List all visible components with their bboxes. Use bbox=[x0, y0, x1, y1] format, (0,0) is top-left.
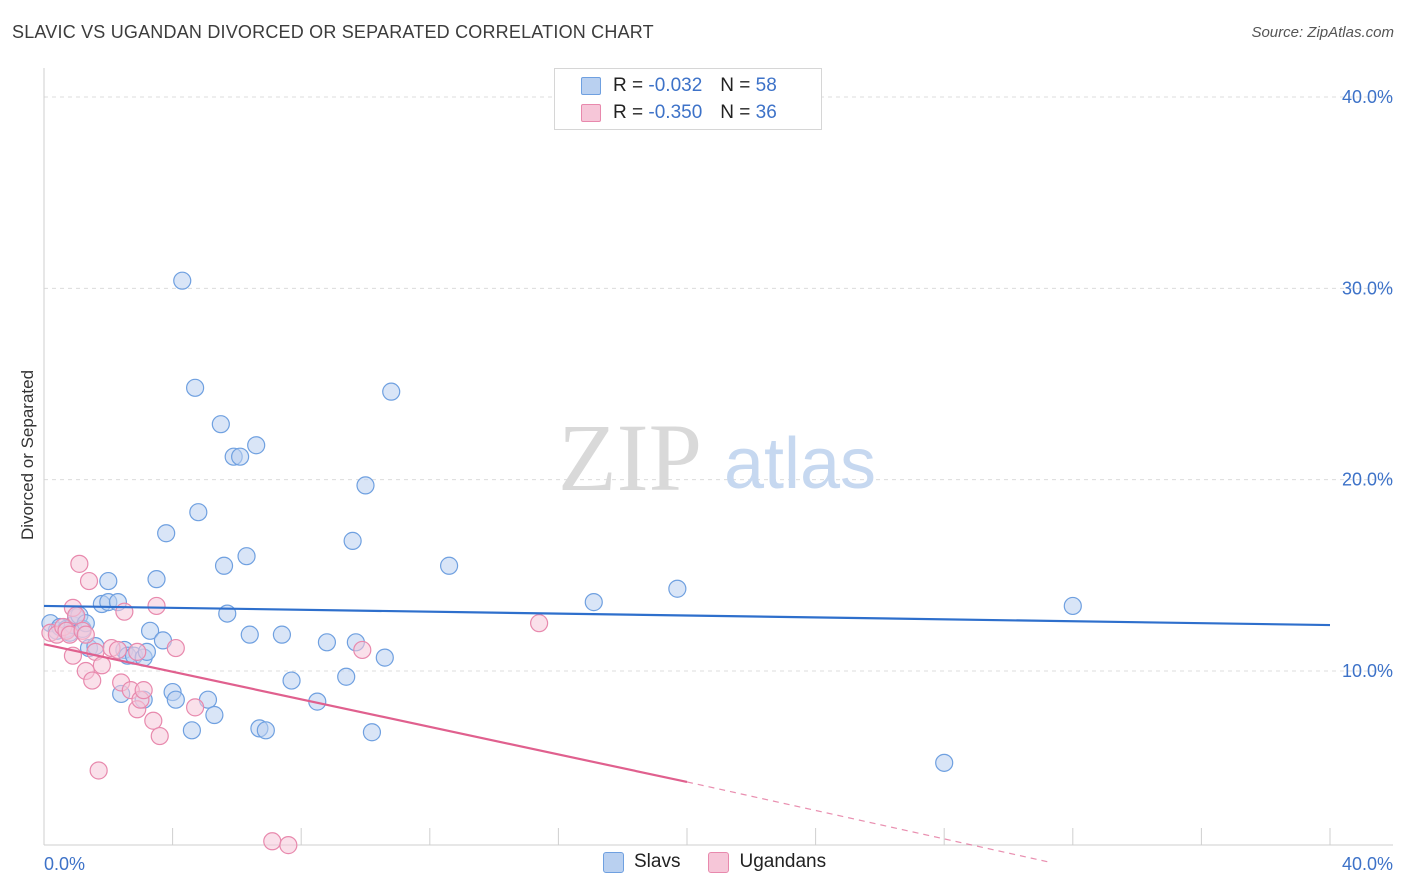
data-point-slavs bbox=[247, 436, 266, 455]
data-point-ugandans bbox=[128, 642, 147, 661]
y-tick-label-20: 20.0% bbox=[1342, 470, 1393, 490]
data-point-ugandans bbox=[79, 571, 99, 591]
y-tick-label-10: 10.0% bbox=[1342, 661, 1393, 681]
data-point-ugandans bbox=[530, 614, 549, 633]
data-point-slavs bbox=[214, 556, 234, 575]
legend-row-slavs: R = -0.032 N = 58 bbox=[581, 74, 777, 98]
data-point-slavs bbox=[282, 671, 301, 690]
data-point-slavs bbox=[140, 621, 160, 640]
legend-n-value-ugandans: 36 bbox=[755, 102, 777, 123]
legend-swatch-ugandans bbox=[581, 104, 601, 122]
correlation-legend: R = -0.032 N = 58 R = -0.350 N = 36 bbox=[554, 68, 822, 130]
data-point-slavs bbox=[272, 625, 292, 644]
y-tick-label-30: 30.0% bbox=[1342, 278, 1393, 298]
data-point-ugandans bbox=[263, 832, 282, 851]
data-point-ugandans bbox=[147, 596, 166, 616]
legend-row-ugandans: R = -0.350 N = 36 bbox=[581, 101, 777, 125]
watermark-zip: ZIP bbox=[558, 404, 702, 511]
legend-r-value-slavs: -0.032 bbox=[648, 75, 703, 96]
data-point-ugandans bbox=[89, 761, 108, 780]
trend-line-ugandans bbox=[43, 643, 688, 784]
legend-r-label: R = bbox=[613, 75, 644, 96]
data-point-slavs bbox=[935, 753, 954, 772]
data-point-ugandans bbox=[166, 638, 185, 658]
watermark-atlas: atlas bbox=[724, 424, 876, 504]
y-tick-label-40: 40.0% bbox=[1342, 87, 1393, 107]
x-tick-label-min: 0.0% bbox=[44, 854, 85, 874]
data-point-slavs bbox=[256, 721, 275, 740]
data-point-slavs bbox=[231, 447, 250, 466]
chart-title: SLAVIC VS UGANDAN DIVORCED OR SEPARATED … bbox=[12, 22, 654, 42]
data-point-slavs bbox=[356, 476, 375, 495]
data-point-slavs bbox=[668, 579, 687, 598]
legend-item-slavs[interactable]: Slavs bbox=[603, 851, 680, 873]
data-point-slavs bbox=[186, 378, 205, 397]
trend-line-slavs bbox=[43, 604, 1331, 627]
legend-n-label: N = bbox=[720, 75, 751, 96]
data-point-slavs bbox=[173, 271, 192, 290]
data-point-slavs bbox=[189, 503, 208, 522]
trend-line-dashed-ugandans bbox=[686, 781, 1051, 863]
data-point-ugandans bbox=[115, 602, 134, 621]
x-tick-labels: 0.0% 40.0% bbox=[44, 854, 1393, 874]
legend-swatch-slavs bbox=[581, 77, 601, 95]
data-point-ugandans bbox=[134, 681, 153, 700]
trend-lines bbox=[43, 604, 1331, 863]
legend-n-label: N = bbox=[720, 102, 751, 123]
data-point-ugandans bbox=[144, 711, 163, 730]
data-point-ugandans bbox=[186, 698, 205, 717]
x-tick-label-max: 40.0% bbox=[1342, 854, 1393, 874]
data-point-slavs bbox=[362, 723, 382, 742]
legend-item-ugandans[interactable]: Ugandans bbox=[708, 851, 826, 873]
data-point-slavs bbox=[382, 382, 401, 401]
data-point-ugandans bbox=[150, 726, 169, 746]
data-point-ugandans bbox=[279, 836, 298, 855]
legend-label-ugandans: Ugandans bbox=[739, 851, 827, 872]
data-point-slavs bbox=[147, 570, 166, 589]
legend-label-slavs: Slavs bbox=[634, 851, 681, 872]
data-point-ugandans bbox=[70, 554, 89, 573]
data-point-ugandans bbox=[83, 671, 102, 690]
data-point-slavs bbox=[584, 593, 603, 612]
data-point-slavs bbox=[439, 556, 459, 575]
data-point-slavs bbox=[240, 625, 259, 644]
data-point-slavs bbox=[205, 705, 224, 725]
legend-swatch-slavs bbox=[603, 851, 624, 873]
data-point-slavs bbox=[211, 415, 230, 434]
series-slavs bbox=[41, 271, 1082, 772]
data-point-ugandans bbox=[353, 640, 372, 660]
data-point-slavs bbox=[317, 633, 337, 652]
series-ugandans bbox=[41, 554, 549, 855]
data-point-slavs bbox=[337, 667, 356, 686]
data-point-ugandans bbox=[67, 606, 86, 625]
legend-r-value-ugandans: -0.350 bbox=[648, 102, 703, 123]
data-point-slavs bbox=[1063, 596, 1082, 616]
data-point-ugandans bbox=[76, 625, 95, 644]
source-label: Source: ZipAtlas.com bbox=[1251, 24, 1394, 41]
legend-r-label: R = bbox=[613, 102, 644, 123]
data-point-ugandans bbox=[92, 656, 111, 675]
data-point-slavs bbox=[375, 648, 394, 667]
y-tick-labels: 10.0% 20.0% 30.0% 40.0% bbox=[1342, 87, 1393, 681]
series-legend: Slavs Ugandans bbox=[603, 851, 854, 873]
legend-n-value-slavs: 58 bbox=[755, 75, 777, 96]
grid-lines bbox=[44, 96, 1393, 672]
data-point-slavs bbox=[182, 721, 201, 740]
data-point-ugandans bbox=[108, 640, 128, 660]
data-point-slavs bbox=[166, 690, 185, 709]
legend-swatch-ugandans bbox=[708, 851, 730, 873]
data-point-slavs bbox=[99, 571, 118, 591]
data-point-slavs bbox=[157, 524, 176, 543]
data-point-slavs bbox=[343, 531, 362, 550]
watermark: ZIP atlas bbox=[558, 404, 876, 511]
data-point-slavs bbox=[237, 547, 256, 566]
